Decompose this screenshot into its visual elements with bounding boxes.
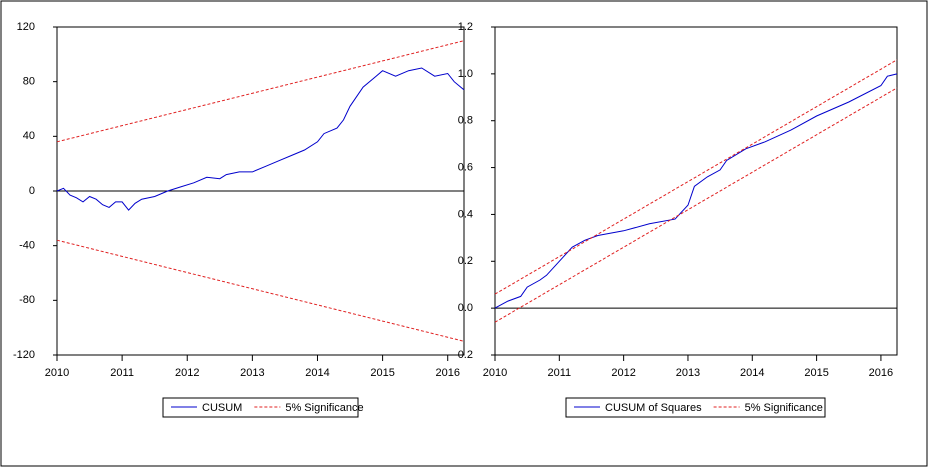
series-line [56, 67, 465, 211]
y-tick-label: -120 [13, 349, 35, 361]
y-tick-label: 40 [23, 130, 35, 142]
legend-label: 5% Significance [285, 402, 363, 414]
y-tick-label: -80 [19, 294, 35, 306]
x-tick-label: 2010 [483, 367, 507, 379]
y-tick-label: -0.2 [454, 349, 473, 361]
x-tick-label: 2015 [370, 367, 394, 379]
x-tick-label: 2016 [435, 367, 459, 379]
legend-label: 5% Significance [745, 402, 823, 414]
x-tick-label: 2014 [305, 367, 329, 379]
series-line [494, 87, 898, 323]
x-tick-label: 2011 [547, 367, 571, 379]
x-tick-label: 2012 [175, 367, 199, 379]
y-tick-label: 0.0 [458, 302, 473, 314]
y-tick-label: -40 [19, 240, 35, 252]
x-tick-label: 2014 [740, 367, 764, 379]
y-tick-label: 120 [17, 21, 35, 33]
y-tick-label: 0.6 [458, 161, 473, 173]
x-tick-label: 2012 [611, 367, 635, 379]
y-tick-label: 1.0 [458, 68, 473, 80]
series-line [494, 73, 898, 309]
x-tick-label: 2016 [869, 367, 893, 379]
legend [565, 397, 826, 418]
x-tick-label: 2013 [676, 367, 700, 379]
y-tick-label: 0 [29, 185, 35, 197]
series-line [494, 59, 898, 295]
plot-area [494, 26, 898, 356]
x-tick-label: 2013 [240, 367, 264, 379]
x-tick-label: 2010 [45, 367, 69, 379]
legend-label: CUSUM of Squares [605, 402, 702, 414]
y-tick-label: 0.2 [458, 255, 473, 267]
legend-label: CUSUM [202, 402, 242, 414]
y-tick-label: 0.4 [458, 208, 473, 220]
x-tick-label: 2015 [804, 367, 828, 379]
y-tick-label: 1.2 [458, 21, 473, 33]
y-tick-label: 0.8 [458, 115, 473, 127]
y-tick-label: 80 [23, 76, 35, 88]
x-tick-label: 2011 [110, 367, 134, 379]
